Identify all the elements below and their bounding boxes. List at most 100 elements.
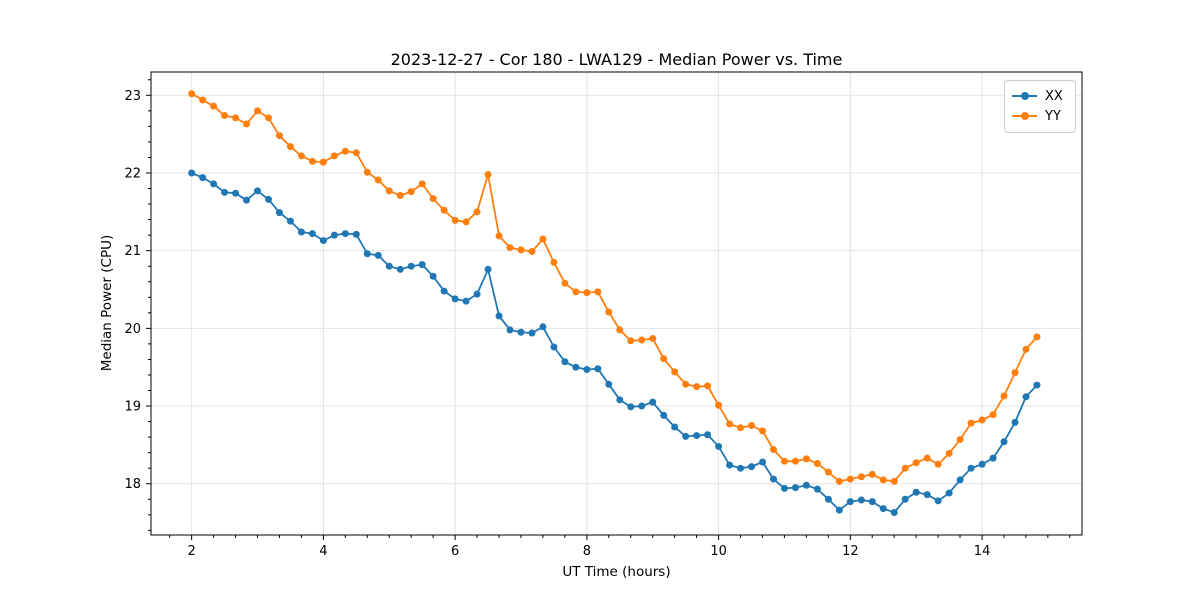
data-point-marker: [923, 454, 931, 462]
data-point-marker: [484, 171, 492, 179]
data-point-marker: [594, 288, 602, 296]
data-point-marker: [912, 488, 920, 496]
data-point-marker: [748, 463, 756, 471]
data-point-marker: [835, 506, 843, 514]
data-point-marker: [550, 343, 558, 351]
data-point-marker: [440, 206, 448, 214]
data-point-marker: [330, 152, 338, 160]
data-point-marker: [857, 473, 865, 481]
data-point-marker: [660, 355, 668, 363]
data-point-marker: [769, 446, 777, 454]
x-tick-label: 8: [583, 544, 591, 559]
data-point-marker: [462, 297, 470, 305]
data-point-marker: [341, 230, 349, 238]
data-point-marker: [265, 195, 273, 203]
data-point-marker: [638, 402, 646, 410]
data-point-marker: [254, 187, 262, 195]
data-point-marker: [265, 114, 273, 122]
data-point-marker: [188, 169, 196, 177]
data-point-marker: [572, 363, 580, 371]
data-point-marker: [330, 231, 338, 239]
data-point-marker: [912, 459, 920, 467]
data-point-marker: [890, 477, 898, 485]
x-tick-label: 12: [842, 544, 859, 559]
data-point-marker: [286, 217, 294, 225]
data-point-marker: [605, 380, 613, 388]
data-point-marker: [188, 90, 196, 98]
data-point-marker: [616, 396, 624, 404]
data-point-marker: [945, 489, 953, 497]
data-point-marker: [243, 196, 251, 204]
data-point-marker: [254, 107, 262, 115]
data-point-marker: [616, 326, 624, 334]
data-point-marker: [374, 176, 382, 184]
data-point-marker: [275, 132, 283, 140]
data-point-marker: [506, 244, 514, 252]
data-point-marker: [868, 498, 876, 506]
data-point-marker: [440, 287, 448, 295]
data-point-marker: [846, 475, 854, 483]
data-point-marker: [561, 358, 569, 366]
data-point-marker: [407, 262, 415, 270]
data-point-marker: [473, 208, 481, 216]
data-point-marker: [528, 329, 536, 337]
data-point-marker: [682, 432, 690, 440]
data-point-marker: [1011, 369, 1019, 377]
data-point-marker: [693, 383, 701, 391]
data-point-marker: [561, 279, 569, 287]
data-point-marker: [759, 458, 767, 466]
data-point-marker: [286, 143, 294, 151]
y-axis-label: Median Power (CPU): [99, 234, 115, 372]
y-tick-label: 18: [124, 477, 141, 492]
axes-border: [150, 71, 1083, 536]
data-point-marker: [484, 265, 492, 273]
data-point-marker: [638, 336, 646, 344]
data-point-marker: [660, 411, 668, 419]
data-point-marker: [978, 460, 986, 468]
data-point-marker: [780, 457, 788, 465]
legend-item-yy: YY: [1012, 106, 1067, 126]
x-tick-label: 4: [319, 544, 327, 559]
data-point-marker: [572, 288, 580, 296]
data-point-marker: [846, 498, 854, 506]
data-point-marker: [319, 158, 327, 166]
y-tick-label: 19: [124, 400, 141, 415]
gridlines: [151, 72, 1082, 535]
data-point-marker: [429, 272, 437, 280]
data-point-marker: [605, 308, 613, 316]
data-point-marker: [824, 495, 832, 503]
y-tick-label: 22: [124, 166, 141, 181]
data-point-marker: [297, 152, 305, 160]
data-point-marker: [352, 230, 360, 238]
data-point-marker: [715, 442, 723, 450]
data-point-marker: [704, 431, 712, 439]
data-point-marker: [879, 505, 887, 513]
y-axis-tick-labels: 18 19 20 21 22 23: [124, 89, 141, 492]
data-point-marker: [275, 209, 283, 217]
data-point-marker: [737, 424, 745, 432]
data-point-marker: [649, 398, 657, 406]
data-point-marker: [418, 261, 426, 269]
data-point-marker: [857, 496, 865, 504]
data-point-marker: [769, 475, 777, 483]
data-point-marker: [901, 495, 909, 503]
legend-label-xx: XX: [1045, 88, 1063, 104]
data-point-marker: [517, 246, 525, 254]
data-point-marker: [813, 485, 821, 493]
series-line: [191, 172, 1038, 514]
series-line: [191, 92, 1038, 483]
data-point-marker: [693, 432, 701, 440]
axis-ticks: [146, 79, 1071, 540]
data-point-marker: [495, 232, 503, 240]
data-point-marker: [528, 247, 536, 255]
data-point-marker: [308, 157, 316, 165]
data-point-marker: [385, 187, 393, 195]
data-point-marker: [671, 368, 679, 376]
data-point-marker: [451, 295, 459, 303]
data-point-marker: [583, 366, 591, 374]
data-point-marker: [341, 147, 349, 155]
data-point-marker: [363, 168, 371, 176]
data-point-marker: [495, 312, 503, 320]
data-point-marker: [462, 218, 470, 226]
